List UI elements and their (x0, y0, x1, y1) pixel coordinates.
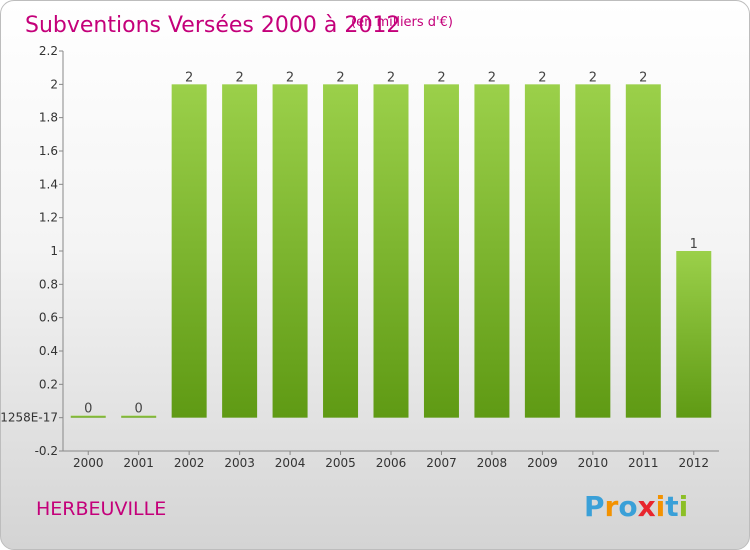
logo-letter: i (656, 490, 666, 523)
x-tick-label: 2008 (477, 456, 508, 470)
bar-2005 (323, 84, 359, 418)
y-tick-label: 1.6 (39, 144, 58, 158)
y-tick-label: 0.2 (39, 377, 58, 391)
x-tick-label: 2004 (275, 456, 306, 470)
bar-2002 (171, 84, 207, 418)
y-tick-label: 2 (50, 77, 58, 91)
data-label-2009: 2 (538, 70, 546, 85)
x-tick-label: 2012 (678, 456, 709, 470)
data-label-2006: 2 (387, 70, 395, 85)
y-tick-label: 1 (50, 244, 58, 258)
bar-2011 (625, 84, 661, 418)
logo-letter: t (665, 490, 678, 523)
x-tick-label: 2011 (628, 456, 659, 470)
data-label-2008: 2 (488, 70, 496, 85)
bar-2010 (575, 84, 611, 418)
data-label-2005: 2 (336, 70, 344, 85)
x-tick-label: 2000 (73, 456, 104, 470)
x-tick-label: 2006 (376, 456, 407, 470)
y-tick-label: 0.6 (39, 311, 58, 325)
y-tick-label: -0.2 (35, 444, 58, 458)
logo-letter: o (618, 490, 637, 523)
x-tick-label: 2003 (224, 456, 255, 470)
bar-2008 (474, 84, 510, 418)
bar-2004 (272, 84, 308, 418)
y-tick-label: 1.8 (39, 111, 58, 125)
x-tick-label: 2007 (426, 456, 457, 470)
commune-name: HERBEUVILLE (36, 498, 166, 520)
data-label-2012: 1 (690, 237, 698, 252)
axes: -0.2 5.5511151231258E-17 0.2 0.4 0.6 0.8 1 1.2 1… (1, 44, 719, 470)
data-label-2004: 2 (286, 70, 294, 85)
x-tick-label: 2010 (578, 456, 609, 470)
bar-2007 (423, 84, 459, 418)
data-label-2007: 2 (437, 70, 445, 85)
x-tick-label: 2002 (174, 456, 205, 470)
y-tick-label: 5.5511151231258E-17 (1, 411, 58, 425)
x-tick-label: 2005 (325, 456, 356, 470)
logo-letter: x (638, 490, 656, 523)
logo-letter: P (584, 490, 605, 523)
data-label-2001: 0 (135, 402, 143, 417)
y-tick-label: 1.2 (39, 211, 58, 225)
y-tick-label: 0.4 (39, 344, 58, 358)
bar-2000 (70, 415, 106, 418)
data-label-2000: 0 (84, 402, 92, 417)
data-label-2010: 2 (589, 70, 597, 85)
data-label-2003: 2 (235, 70, 243, 85)
bar-2012 (676, 251, 712, 418)
bars (70, 84, 712, 418)
bar-2006 (373, 84, 409, 418)
data-labels: 0 0 2 2 2 2 2 2 2 2 2 2 1 (84, 70, 698, 416)
logo-letter: i (679, 490, 689, 523)
bar-2001 (121, 415, 157, 418)
y-tick-label: 0.8 (39, 277, 58, 291)
x-tick-label: 2001 (123, 456, 154, 470)
x-tick-label: 2009 (527, 456, 558, 470)
bar-2009 (524, 84, 560, 418)
data-label-2011: 2 (639, 70, 647, 85)
proxiti-logo: Proxiti (584, 490, 688, 523)
y-tick-label: 1.4 (39, 177, 58, 191)
chart-subtitle: (en milliers d'€) (351, 15, 453, 30)
logo-letter: r (605, 490, 619, 523)
y-tick-label: 2.2 (39, 44, 58, 58)
chart-title: Subventions Versées 2000 à 2012 (25, 13, 400, 38)
bar-2003 (222, 84, 258, 418)
data-label-2002: 2 (185, 70, 193, 85)
